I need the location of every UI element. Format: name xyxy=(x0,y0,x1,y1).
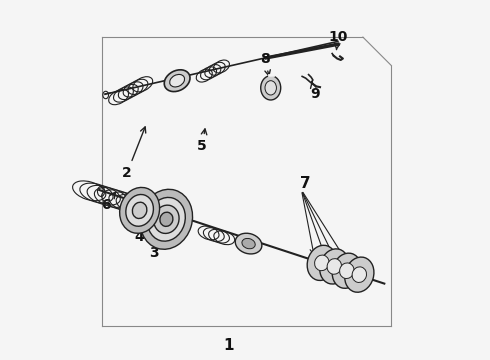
Ellipse shape xyxy=(327,258,342,274)
Ellipse shape xyxy=(261,76,281,100)
Ellipse shape xyxy=(319,249,349,284)
Text: 8: 8 xyxy=(260,51,270,76)
Text: 7: 7 xyxy=(300,176,311,191)
Text: 3: 3 xyxy=(149,231,161,260)
Text: 4: 4 xyxy=(135,224,151,244)
Ellipse shape xyxy=(160,212,173,226)
Text: 9: 9 xyxy=(310,82,319,101)
Ellipse shape xyxy=(242,238,255,249)
Ellipse shape xyxy=(340,263,354,279)
Text: 5: 5 xyxy=(197,129,207,153)
Ellipse shape xyxy=(120,188,160,233)
Ellipse shape xyxy=(132,202,147,219)
Ellipse shape xyxy=(344,257,374,292)
Ellipse shape xyxy=(164,70,190,91)
Text: 2: 2 xyxy=(122,127,146,180)
Ellipse shape xyxy=(147,197,185,241)
Text: 6: 6 xyxy=(101,193,116,212)
Ellipse shape xyxy=(265,81,276,95)
Text: 10: 10 xyxy=(328,30,347,50)
Ellipse shape xyxy=(126,194,153,226)
Ellipse shape xyxy=(140,189,193,249)
Ellipse shape xyxy=(170,75,185,87)
Ellipse shape xyxy=(315,255,329,271)
Ellipse shape xyxy=(352,267,367,283)
Ellipse shape xyxy=(154,205,179,233)
Text: 1: 1 xyxy=(223,338,234,352)
Ellipse shape xyxy=(235,233,262,254)
Ellipse shape xyxy=(332,253,362,288)
Ellipse shape xyxy=(307,245,337,280)
